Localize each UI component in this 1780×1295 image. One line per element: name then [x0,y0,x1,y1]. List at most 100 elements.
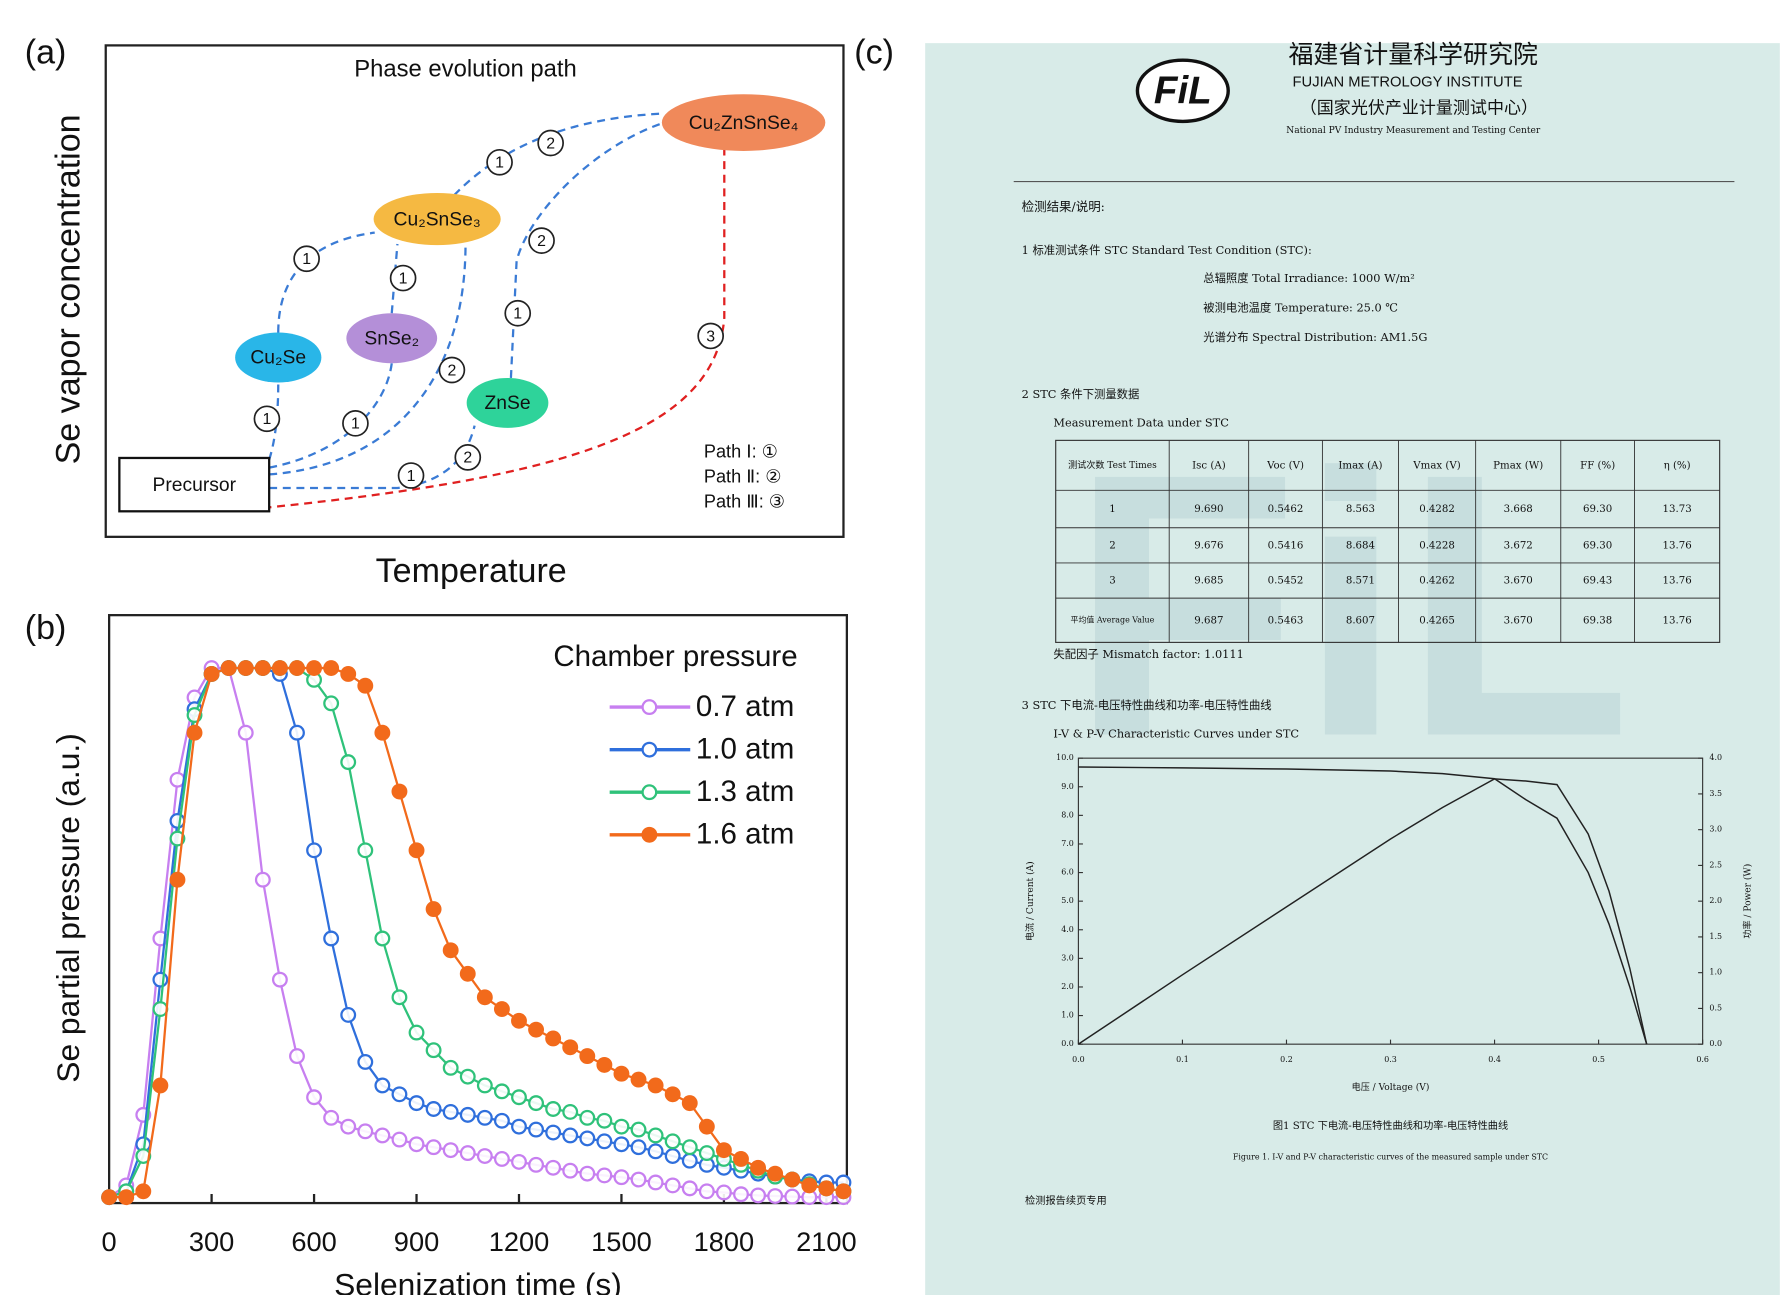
table-header: η (%) [1664,459,1691,471]
data-point [649,1176,663,1190]
data-point [171,814,185,828]
data-point [649,1145,663,1159]
x-tick-label: 600 [291,1226,336,1257]
data-point [410,1137,424,1151]
data-point [683,1096,697,1110]
data-point [495,1002,509,1016]
table-cell: 0.4282 [1419,504,1455,515]
data-point [666,1087,680,1101]
data-point [615,1137,629,1151]
y-tick-label: 4.0 [1061,925,1074,934]
y2-tick-label: 1.0 [1709,968,1722,977]
data-point [649,1129,663,1143]
data-point [444,1105,458,1119]
data-point [341,667,355,681]
data-point [478,990,492,1004]
data-point [393,990,407,1004]
table-cell: 9.685 [1194,576,1223,587]
data-point [580,1049,594,1063]
data-point [598,1114,612,1128]
panel-label: (c) [854,33,894,71]
data-point [393,1133,407,1147]
y2-tick-label: 0.5 [1709,1003,1722,1012]
data-point [717,1143,731,1157]
data-point [751,1161,765,1175]
data-point [410,1096,424,1110]
data-point [478,1111,492,1125]
data-point [154,973,168,987]
data-point [393,1087,407,1101]
node-label: Precursor [152,475,236,496]
table-cell: 13.73 [1662,504,1691,515]
data-point [546,1126,560,1140]
data-point [666,1135,680,1149]
data-point [427,1140,441,1154]
y-axis-label: Se partial pressure (a.u.) [50,733,86,1083]
data-point [341,755,355,769]
y2-tick-label: 1.5 [1709,932,1722,941]
table-cell: 0.4228 [1419,540,1455,551]
table-cell: 69.43 [1583,576,1612,587]
table-cell: 3 [1109,576,1116,587]
section-heading: 3 STC 下电流-电压特性曲线和功率-电压特性曲线 [1022,698,1272,712]
step-number: 1 [399,270,408,287]
data-point [529,1158,543,1172]
table-cell: 0.4262 [1419,576,1455,587]
data-point [632,1173,646,1187]
data-point [563,1164,577,1178]
data-point [734,1152,748,1166]
node-label: Cu₂SnSe₃ [394,209,481,230]
x-tick-label: 2100 [796,1226,857,1257]
step-number: 1 [513,306,522,323]
table-cell: 9.676 [1194,540,1223,551]
table-cell: 0.4265 [1419,615,1455,626]
table-cell: 9.687 [1194,615,1223,626]
table-cell: 13.76 [1662,540,1691,551]
table-cell: 3.672 [1504,540,1533,551]
x-tick-label: 300 [189,1226,234,1257]
data-point [512,1120,526,1134]
data-point [598,1169,612,1183]
y-tick-label: 0.0 [1061,1039,1074,1048]
section-heading-en: Measurement Data under STC [1053,415,1228,429]
y-tick-label: 9.0 [1061,782,1074,791]
data-point [376,932,390,946]
data-point [324,1111,338,1125]
data-point [751,1189,765,1203]
step-number: 2 [537,233,546,250]
data-point [837,1184,851,1198]
data-point [478,1149,492,1163]
table-header: FF (%) [1580,459,1615,471]
data-point [444,943,458,957]
data-point [239,726,253,740]
data-point [324,697,338,711]
table-cell: 3.670 [1504,615,1533,626]
table-header: Isc (A) [1192,459,1226,471]
y2-tick-label: 4.0 [1709,753,1722,762]
data-point [102,1190,116,1204]
data-point [563,1040,577,1054]
data-point [444,1143,458,1157]
data-point [307,844,321,858]
table-cell: 13.76 [1662,576,1691,587]
panel-label: (b) [25,609,67,647]
data-point [324,661,338,675]
table-cell: 13.76 [1662,615,1691,626]
data-point [580,1111,594,1125]
data-point [273,661,287,675]
y2-tick-label: 2.0 [1709,896,1722,905]
step-number: 1 [407,468,416,485]
data-point [768,1189,782,1203]
y2-tick-label: 2.5 [1709,860,1722,869]
x-tick-label: 0.2 [1280,1055,1293,1064]
path-legend: Path Ⅲ: ③ [704,492,785,512]
data-point [119,1190,133,1204]
table-cell: 8.571 [1346,576,1375,587]
figure: FiL (a)(b)(c)Phase evolution pathTempera… [0,0,1780,1295]
data-point [768,1167,782,1181]
data-point [632,1140,646,1154]
x-tick-label: 0.3 [1384,1055,1397,1064]
legend-marker [643,828,657,842]
table-cell: 8.563 [1346,504,1375,515]
data-point [580,1167,594,1181]
